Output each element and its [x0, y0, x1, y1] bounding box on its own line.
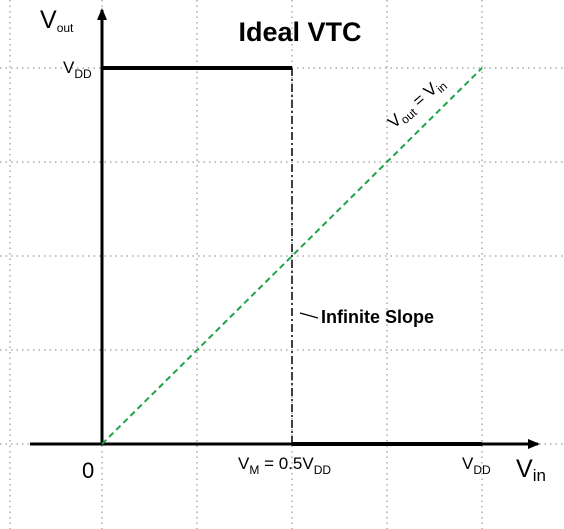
vm-sub: M [249, 463, 259, 477]
y-tick-vdd: VDD [63, 58, 92, 81]
identity-line [101, 67, 483, 445]
x-tick-vdd-sub: DD [473, 463, 491, 477]
y-axis-title: Vout [40, 6, 74, 35]
x-axis-title-sub: in [533, 466, 546, 485]
chart-title: Ideal VTC [238, 17, 361, 47]
vm-main: V [238, 454, 250, 473]
slope-callout-text: Infinite Slope [321, 307, 434, 327]
y-tick-vdd-sub: DD [74, 67, 92, 81]
series [101, 66, 483, 446]
vm-sub2: DD [314, 463, 332, 477]
origin-label: 0 [82, 458, 94, 483]
y-axis-title-main: V [40, 6, 57, 34]
x-axis-title-main: V [516, 455, 533, 483]
axes [30, 8, 540, 449]
x-tick-vdd-main: V [462, 454, 474, 473]
identity-line-label: Vout = Vin [384, 73, 450, 134]
y-axis-title-sub: out [57, 21, 74, 35]
x-axis-title: Vin [516, 455, 546, 485]
y-tick-vdd-main: V [63, 58, 75, 77]
vm-annotation: VM = 0.5VDD [238, 454, 331, 477]
slope-callout-leader [299, 312, 319, 319]
x-tick-vdd: VDD [462, 454, 491, 477]
vm-rest: = 0.5V [259, 454, 314, 473]
